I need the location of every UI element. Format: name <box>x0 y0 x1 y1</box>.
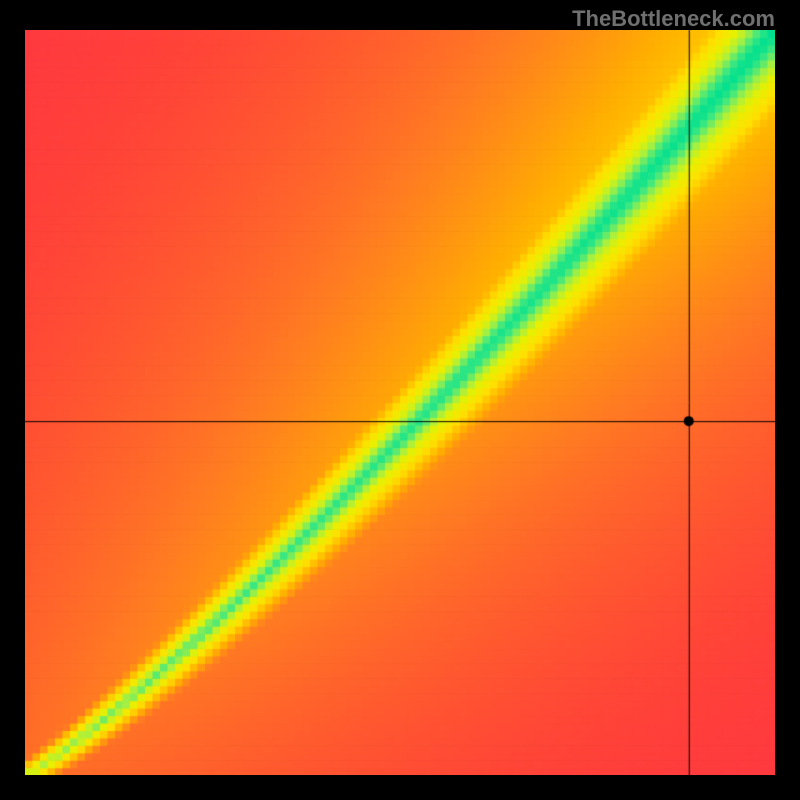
watermark-text: TheBottleneck.com <box>572 6 775 32</box>
chart-container: TheBottleneck.com <box>0 0 800 800</box>
bottleneck-heatmap <box>25 30 775 775</box>
plot-area <box>25 30 775 775</box>
